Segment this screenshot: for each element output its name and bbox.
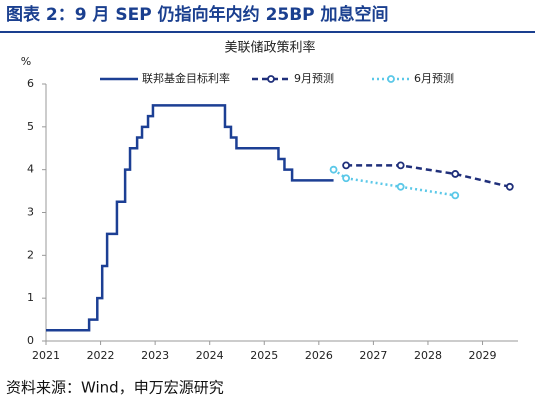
legend-label: 9月预测 (294, 72, 334, 85)
point-marker (342, 161, 351, 170)
x-tick-label: 2023 (141, 349, 169, 362)
point-marker (505, 182, 514, 191)
legend-label: 联邦基金目标利率 (142, 71, 230, 85)
y-axis-label: % (21, 55, 31, 68)
x-tick-label: 2022 (87, 349, 115, 362)
y-tick-label: 0 (27, 334, 34, 347)
x-tick-label: 2021 (32, 349, 60, 362)
legend-marker (267, 75, 275, 83)
point-marker (396, 161, 405, 170)
point-marker (396, 182, 405, 191)
y-tick-label: 3 (27, 206, 34, 219)
x-tick-label: 2027 (359, 349, 387, 362)
legend-marker (387, 75, 395, 83)
series-line (332, 168, 456, 197)
chart-title: 美联储政策利率 (224, 40, 315, 56)
x-tick-label: 2024 (196, 349, 224, 362)
point-marker (342, 174, 351, 183)
series-line (346, 164, 511, 189)
header-title: 图表 2：9 月 SEP 仍指向年内约 25BP 加息空间 (6, 4, 389, 25)
y-tick-label: 4 (27, 163, 34, 176)
legend-label: 6月预测 (414, 72, 454, 85)
y-tick-label: 6 (27, 77, 34, 90)
point-marker (329, 165, 338, 174)
y-tick-label: 2 (27, 248, 34, 261)
y-tick-label: 1 (27, 291, 34, 304)
point-marker (451, 191, 460, 200)
x-tick-label: 2028 (414, 349, 442, 362)
y-tick-label: 5 (27, 120, 34, 133)
series-line (46, 104, 334, 332)
x-tick-label: 2029 (469, 349, 497, 362)
x-tick-label: 2025 (250, 349, 278, 362)
source-note: 资料来源：Wind，申万宏源研究 (6, 379, 224, 397)
point-marker (451, 170, 460, 178)
x-tick-label: 2026 (305, 349, 333, 362)
